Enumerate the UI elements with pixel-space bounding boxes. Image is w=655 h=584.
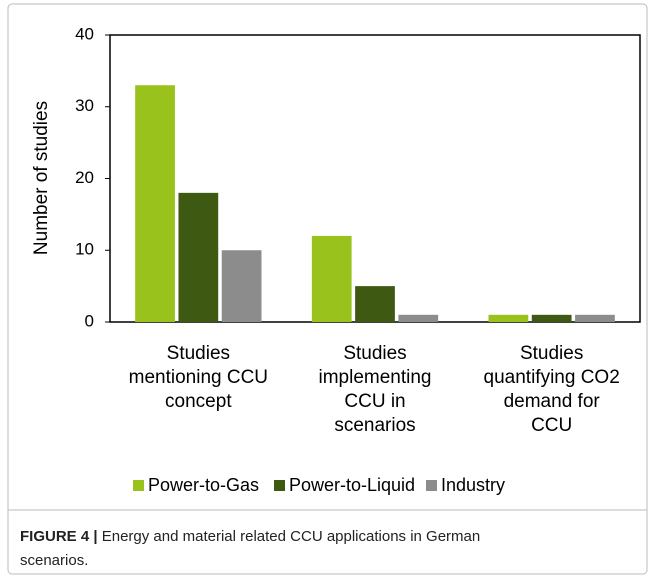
x-tick-label-line: CCU in <box>344 391 405 412</box>
bar <box>135 85 175 322</box>
x-tick-label-line: Studies <box>167 343 230 364</box>
y-tick-label: 10 <box>75 240 94 259</box>
bar <box>575 314 615 322</box>
frame <box>7 3 648 575</box>
y-tick-label: 0 <box>85 311 94 330</box>
caption-line2: scenarios. <box>20 552 88 569</box>
y-axis-label: Number of studies <box>31 101 52 255</box>
y-tick-label: 20 <box>75 168 94 187</box>
y-tick-label: 30 <box>75 96 94 115</box>
x-tick-label-line: demand for <box>504 391 601 412</box>
bar <box>178 192 219 322</box>
legend-label: Power-to-Liquid <box>289 475 415 495</box>
bar <box>531 314 572 322</box>
x-tick-label-line: Studies <box>520 343 583 364</box>
bar <box>488 314 529 322</box>
x-tick-label: Studies implementing CCU in scenarios <box>319 343 432 436</box>
bar <box>221 250 262 322</box>
x-tick-label-line: CCU <box>531 415 572 436</box>
caption: FIGURE 4 | Energy and material related C… <box>20 528 480 545</box>
legend-swatch <box>133 480 144 491</box>
y-tick-label: 40 <box>75 24 94 43</box>
caption-text: Energy and material related CCU applicat… <box>102 528 481 545</box>
caption-label: FIGURE 4 | <box>20 528 98 545</box>
bar <box>311 235 352 322</box>
x-tick-label-line: scenarios <box>334 415 415 436</box>
legend-swatch <box>274 480 285 491</box>
bar <box>398 314 439 322</box>
x-tick-label: Studies mentioning CCU concept <box>129 343 268 412</box>
legend-label: Industry <box>441 475 505 495</box>
x-tick-label-line: concept <box>165 391 232 412</box>
bar <box>355 286 395 322</box>
legend-label: Power-to-Gas <box>148 475 259 495</box>
x-tick-label-line: quantifying CO2 <box>484 367 620 388</box>
x-tick-label-line: implementing <box>319 367 432 388</box>
x-tick-label-line: mentioning CCU <box>129 367 268 388</box>
x-tick-label: Studies quantifying CO2 demand for CCU <box>484 343 620 436</box>
legend-swatch <box>426 480 437 491</box>
x-tick-label-line: Studies <box>343 343 406 364</box>
